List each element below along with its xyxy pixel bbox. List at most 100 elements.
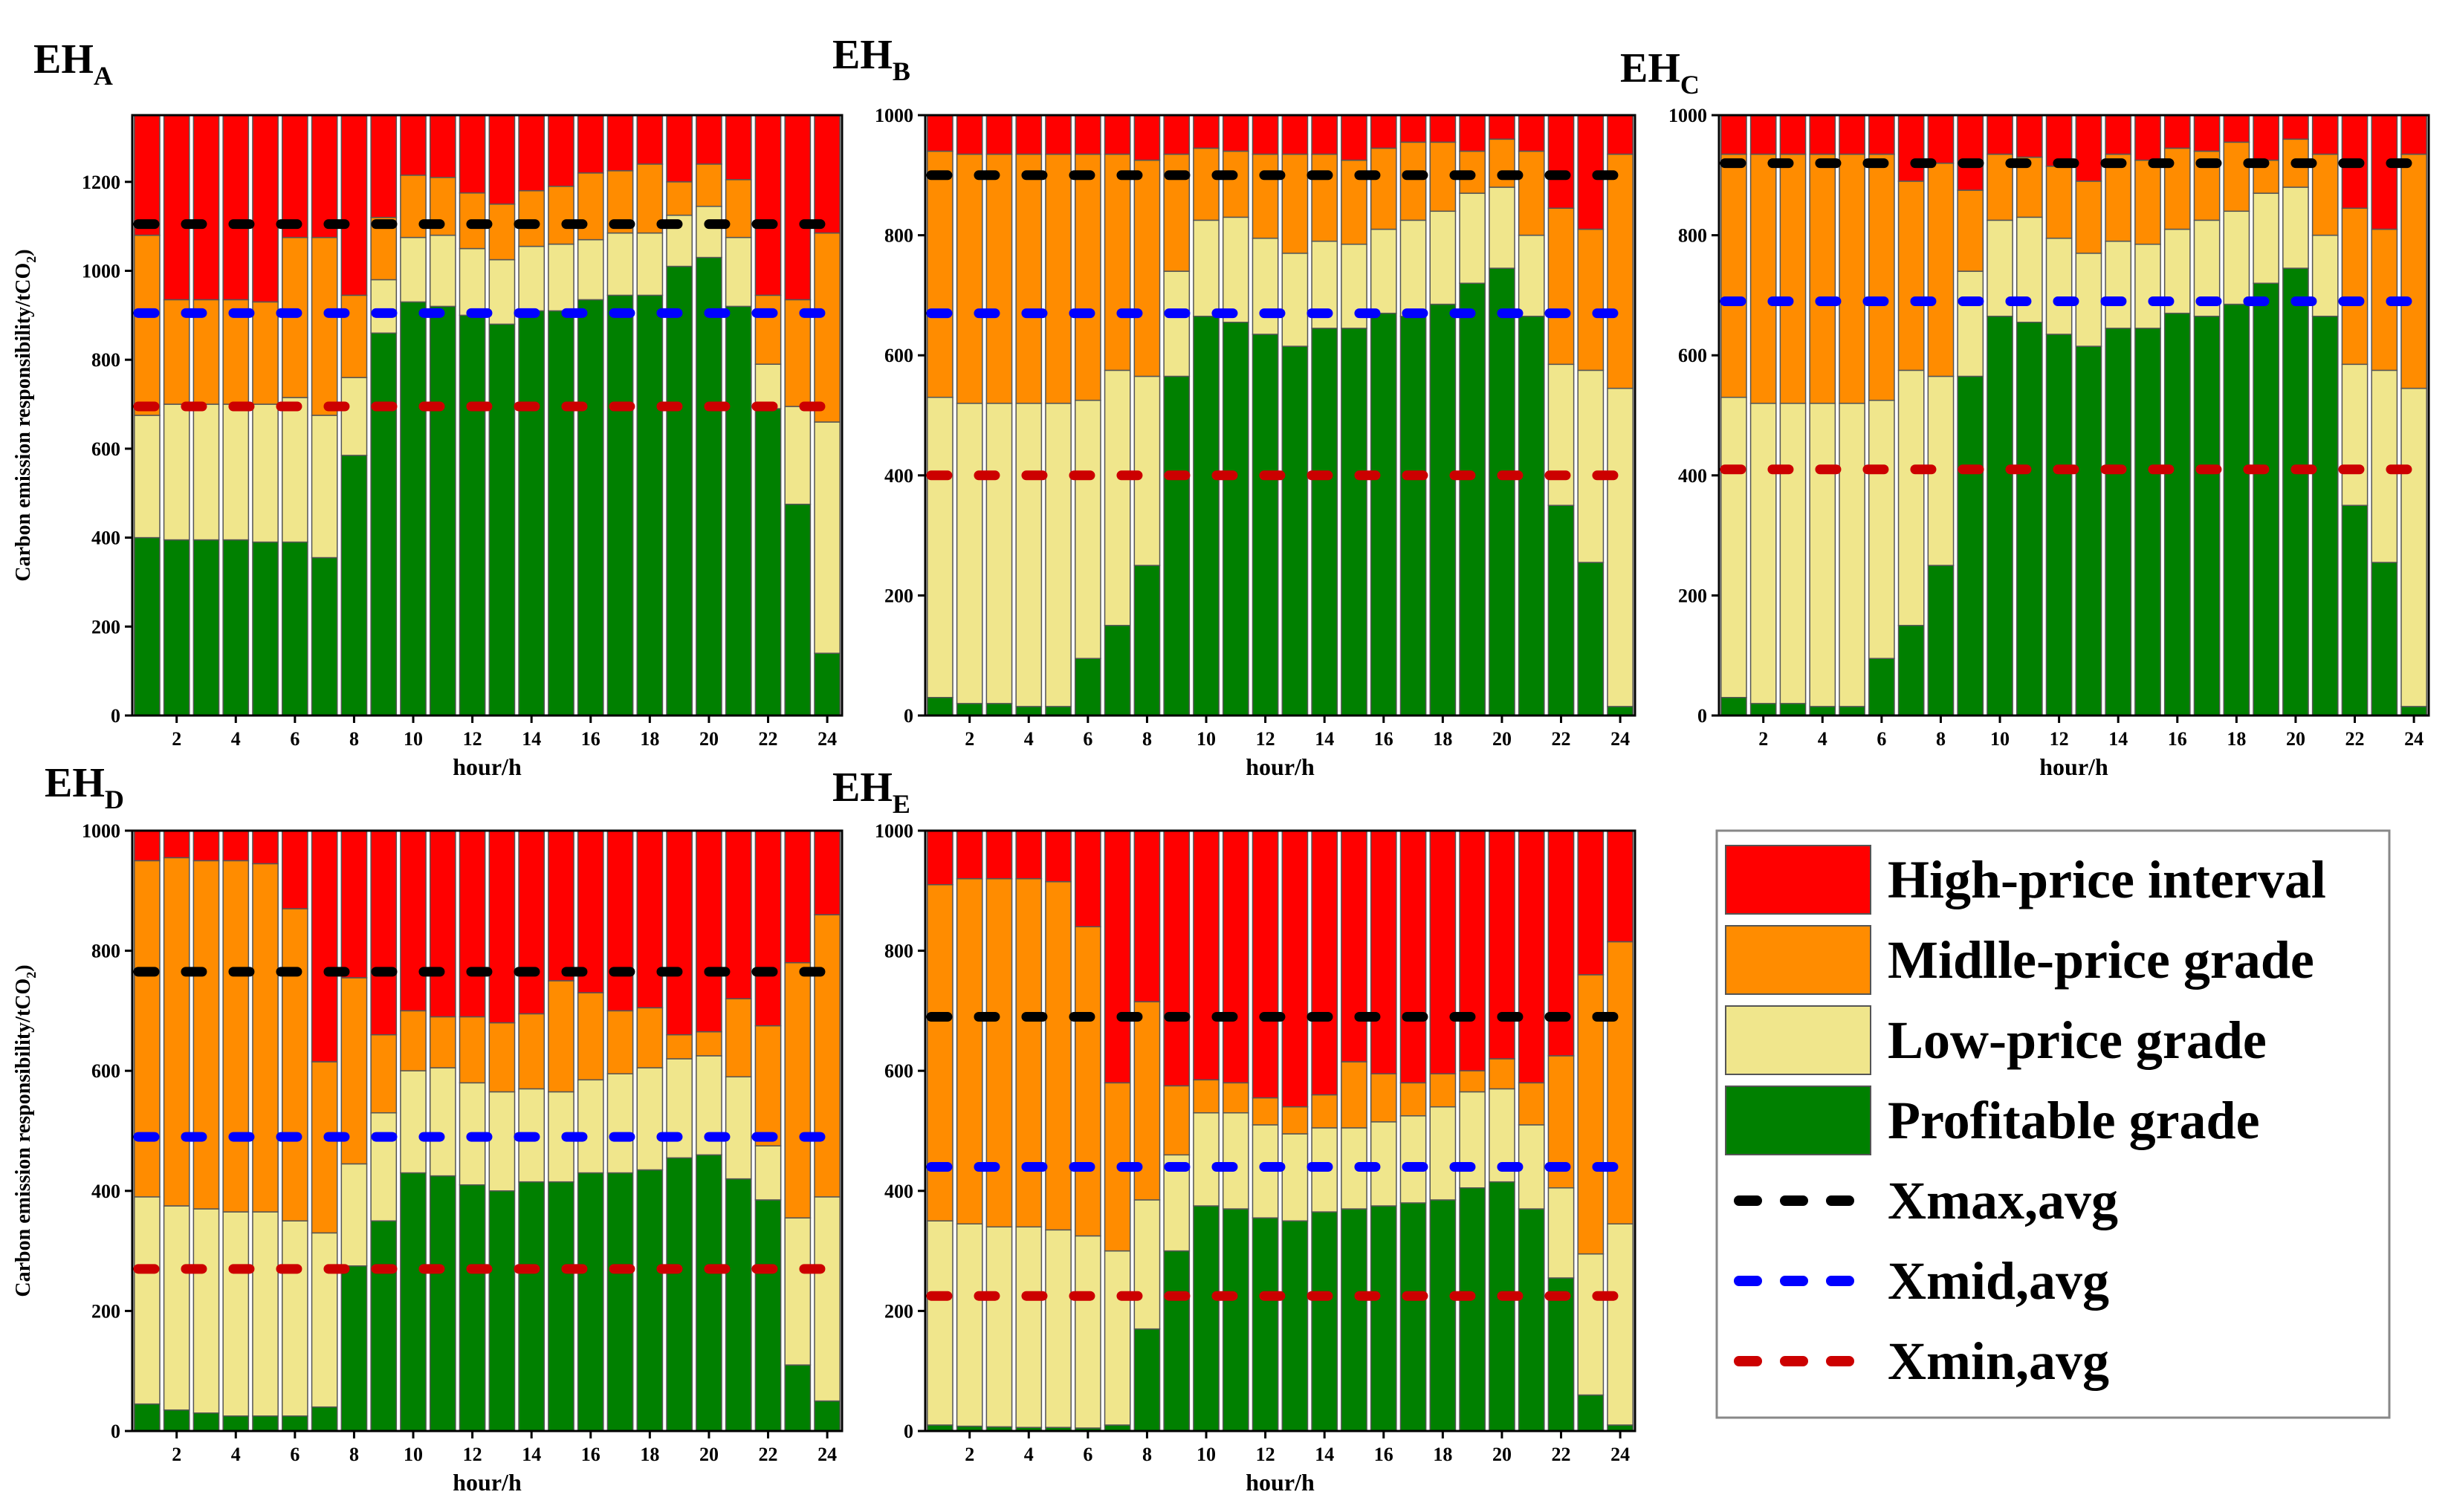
bar-profitable-17 xyxy=(606,294,634,716)
bar-profitable-6 xyxy=(281,541,308,716)
bar-low-4 xyxy=(1015,1226,1043,1428)
bar-profitable-16 xyxy=(1370,312,1397,716)
bar-low-18 xyxy=(1429,1106,1457,1201)
bar-mid-8 xyxy=(1133,159,1161,377)
bar-profitable-9 xyxy=(1163,375,1191,716)
bar-low-23 xyxy=(784,1217,812,1366)
ytick-label: 400 xyxy=(91,1181,120,1202)
bar-high-1 xyxy=(134,114,161,236)
legend-label: High-price interval xyxy=(1888,850,2326,909)
bar-mid-5 xyxy=(252,301,279,405)
bar-high-3 xyxy=(192,114,220,301)
bar-low-13 xyxy=(488,259,516,325)
legend-swatch xyxy=(1725,1086,1871,1155)
bar-low-10 xyxy=(1193,1112,1220,1207)
bar-profitable-11 xyxy=(429,1175,456,1432)
xtick-label: 16 xyxy=(2168,728,2187,750)
bar-profitable-11 xyxy=(1222,322,1249,716)
bar-high-22 xyxy=(754,114,782,296)
xtick-label: 14 xyxy=(522,728,541,750)
bar-high-20 xyxy=(2282,114,2309,140)
bar-high-21 xyxy=(1518,830,1545,1084)
panel-title: EHB xyxy=(832,32,910,86)
ytick-label: 200 xyxy=(1678,585,1707,606)
bar-high-24 xyxy=(2400,114,2427,155)
bar-high-20 xyxy=(696,114,722,165)
bar-low-22 xyxy=(754,1145,782,1201)
bar-high-14 xyxy=(1311,114,1338,155)
bar-mid-5 xyxy=(1839,153,1865,404)
bar-high-18 xyxy=(636,830,664,1009)
bar-profitable-14 xyxy=(1311,1211,1338,1432)
x-axis-title: hour/h xyxy=(1246,753,1315,780)
bar-low-22 xyxy=(1547,363,1575,506)
bar-high-13 xyxy=(2075,114,2102,182)
bar-low-4 xyxy=(1015,403,1043,707)
ytick-label: 800 xyxy=(884,941,913,962)
bar-high-19 xyxy=(666,114,693,183)
bar-high-22 xyxy=(754,830,782,1027)
bar-profitable-11 xyxy=(2015,322,2043,716)
bar-profitable-21 xyxy=(725,305,752,716)
bar-high-21 xyxy=(725,830,752,999)
bar-mid-11 xyxy=(1222,1082,1249,1114)
bar-low-14 xyxy=(2105,240,2132,329)
bar-high-3 xyxy=(985,114,1013,155)
bar-high-12 xyxy=(2045,114,2073,167)
bar-low-7 xyxy=(311,1232,338,1408)
xtick-label: 24 xyxy=(2404,728,2424,750)
legend-label: Xmax,avg xyxy=(1888,1171,2118,1230)
bar-high-6 xyxy=(1074,114,1101,155)
bar-mid-6 xyxy=(281,908,308,1221)
legend-label: Low-price grade xyxy=(1888,1010,2267,1070)
bar-mid-2 xyxy=(956,877,983,1224)
bar-profitable-14 xyxy=(2105,328,2132,716)
bar-low-1 xyxy=(927,397,953,698)
ytick-label: 600 xyxy=(1678,345,1707,366)
bar-low-21 xyxy=(2311,234,2339,317)
legend-swatch xyxy=(1725,845,1871,915)
xtick-label: 16 xyxy=(1374,1444,1393,1465)
bar-mid-20 xyxy=(1489,1058,1515,1090)
bar-mid-18 xyxy=(636,1007,664,1068)
xtick-label: 20 xyxy=(699,1444,719,1465)
bar-low-23 xyxy=(784,406,812,505)
bar-profitable-12 xyxy=(1252,1217,1279,1432)
bar-high-21 xyxy=(2311,114,2339,155)
bar-high-9 xyxy=(1163,830,1191,1087)
bar-high-13 xyxy=(488,830,516,1024)
ytick-label: 600 xyxy=(91,1060,120,1082)
bar-mid-6 xyxy=(1074,926,1101,1237)
bar-high-20 xyxy=(696,830,722,1033)
bar-low-21 xyxy=(725,1076,752,1180)
bar-profitable-5 xyxy=(1045,706,1072,716)
bar-low-17 xyxy=(1399,219,1427,317)
bar-high-15 xyxy=(2134,114,2161,161)
xtick-label: 20 xyxy=(2286,728,2305,750)
bar-high-21 xyxy=(1518,114,1545,152)
bar-profitable-16 xyxy=(2163,312,2191,716)
bar-profitable-17 xyxy=(1399,1202,1427,1432)
bar-profitable-8 xyxy=(340,1265,368,1432)
bar-low-5 xyxy=(1839,403,1865,707)
ytick-label: 1200 xyxy=(82,172,120,193)
bar-low-12 xyxy=(2045,237,2073,335)
bar-high-12 xyxy=(459,114,486,194)
ytick-label: 800 xyxy=(884,225,913,247)
bar-mid-12 xyxy=(1252,153,1279,239)
ytick-label: 0 xyxy=(111,1421,120,1442)
bar-mid-20 xyxy=(696,163,722,207)
bar-profitable-18 xyxy=(636,1169,664,1432)
bar-mid-12 xyxy=(1252,1097,1279,1126)
plot-frame xyxy=(131,829,844,1432)
legend-label: Profitable grade xyxy=(1888,1091,2260,1150)
bar-profitable-7 xyxy=(1897,625,1925,716)
panel-title: EHA xyxy=(33,36,113,91)
bar-profitable-18 xyxy=(2223,303,2250,716)
bar-profitable-6 xyxy=(1868,658,1895,716)
bar-profitable-8 xyxy=(1133,1328,1161,1432)
bar-profitable-17 xyxy=(606,1172,634,1432)
